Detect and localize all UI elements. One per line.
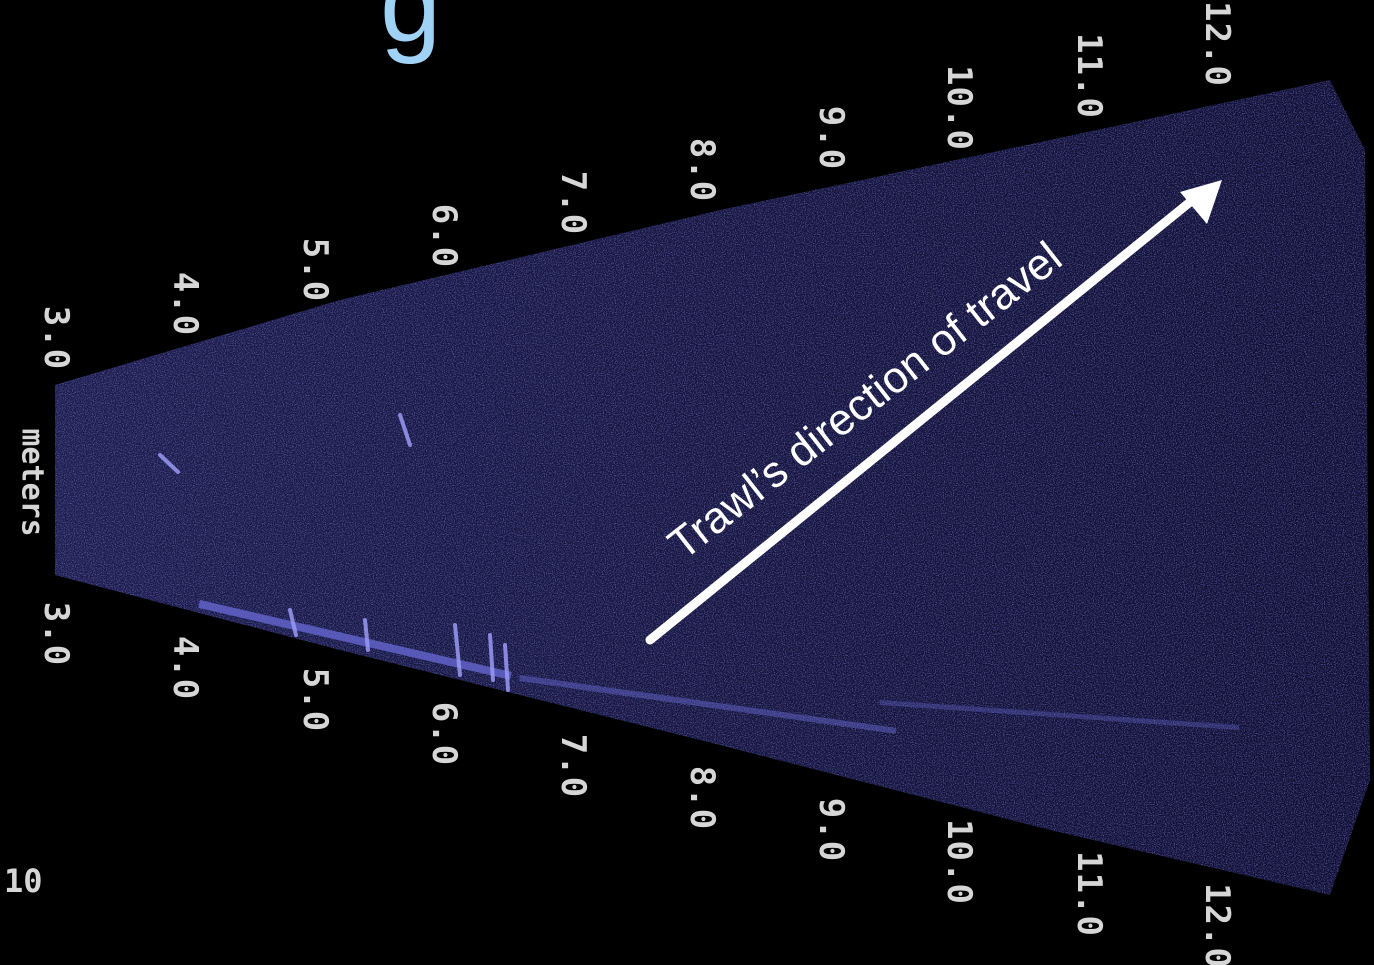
sonar-beam-noise	[55, 80, 1370, 895]
fish-echo-streaks	[158, 413, 510, 692]
seabed-echo-band	[198, 599, 1240, 734]
slide-title-fragment: g	[380, 0, 442, 65]
frame-number: 10	[4, 862, 43, 900]
